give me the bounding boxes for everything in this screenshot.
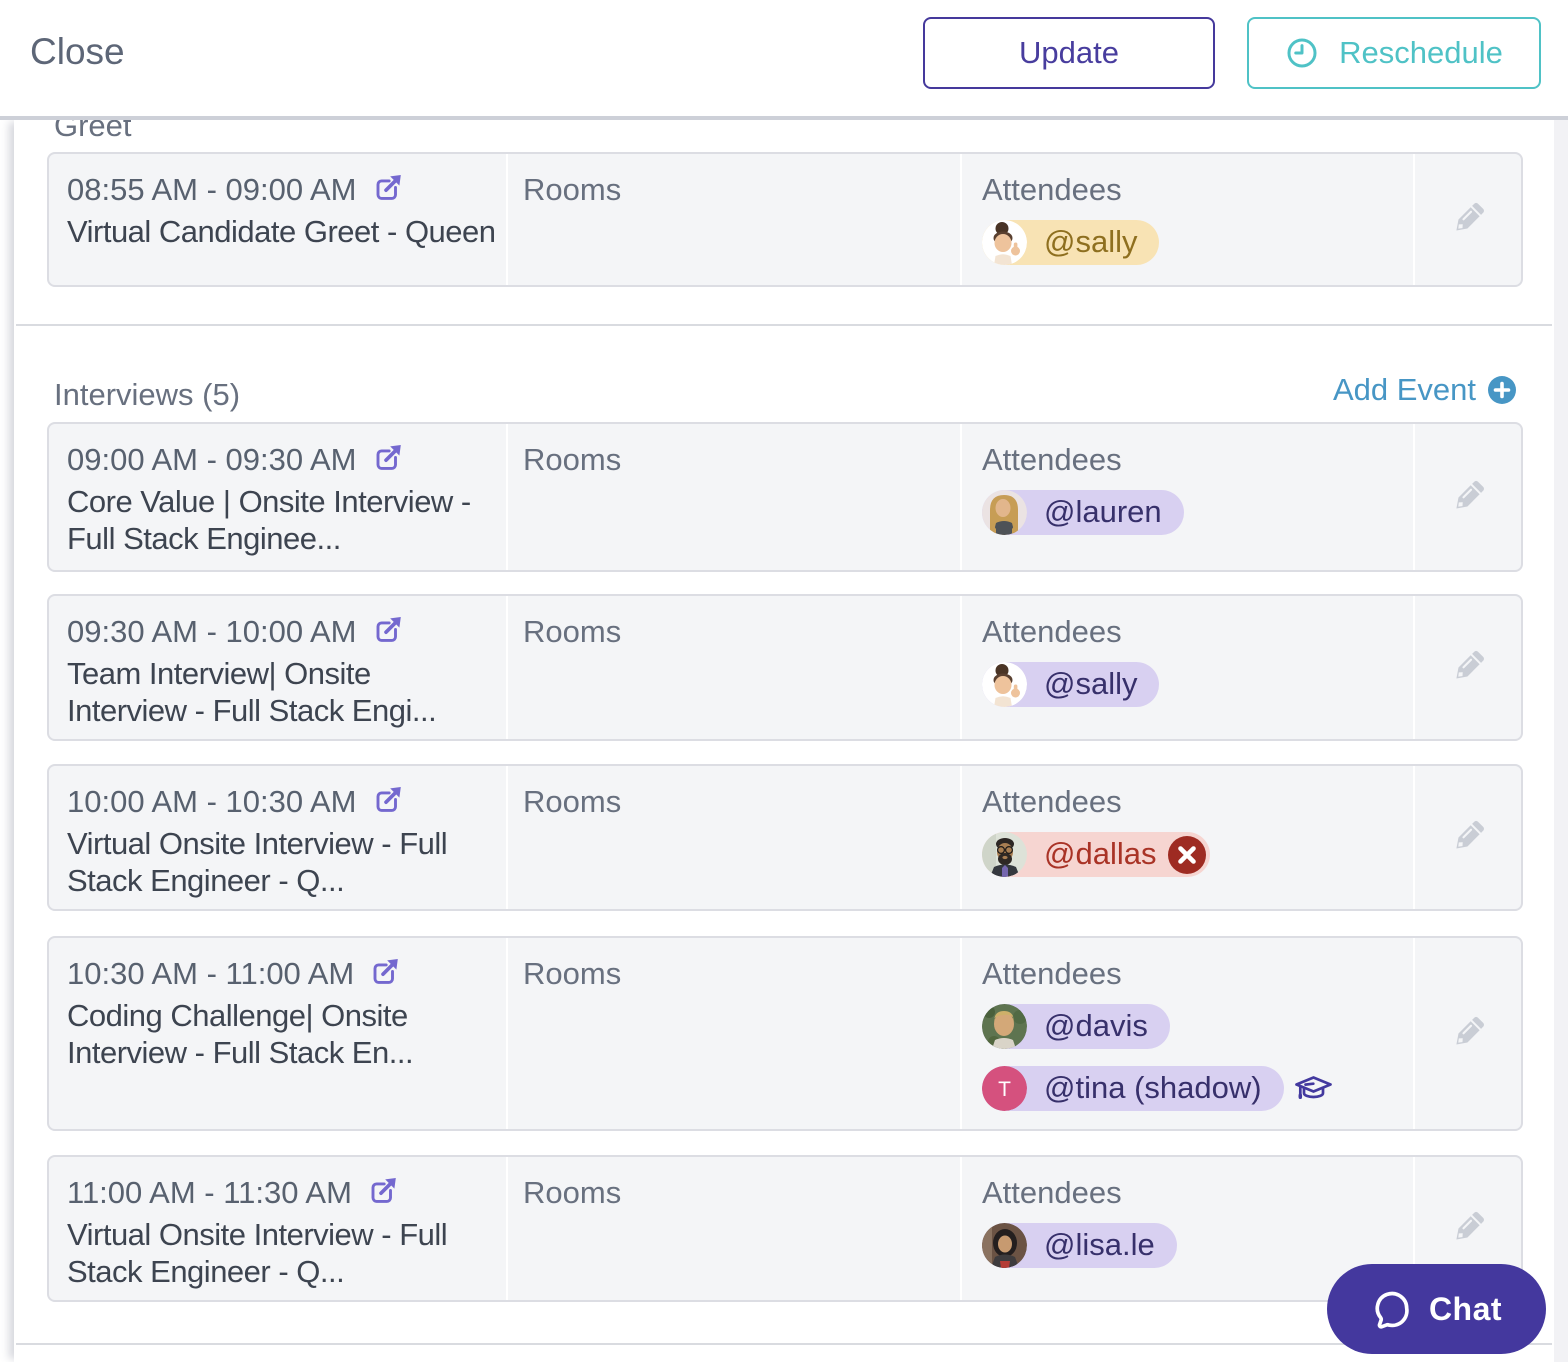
svg-text:T: T bbox=[998, 1078, 1011, 1101]
